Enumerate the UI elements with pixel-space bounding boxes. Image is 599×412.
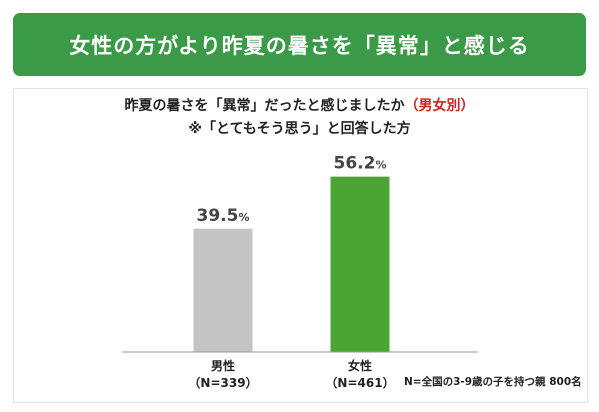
sample-footnote: N=全国の3-9歳の子を持つ親 800名 (404, 376, 582, 388)
sample-size-label: （N=339） (188, 375, 257, 390)
chart-title-main: 昨夏の暑さを「異常」だったと感じましたか (124, 98, 405, 114)
category-label: 男性 (211, 358, 235, 373)
bar-female (330, 176, 390, 352)
bar-male (193, 228, 253, 352)
category-label: 女性 (348, 358, 372, 373)
chart-panel (13, 88, 588, 403)
data-label: 56.2% (334, 154, 387, 174)
chart-title: 昨夏の暑さを「異常」だったと感じましたか（男女別） (0, 95, 599, 115)
chart-title-accent: （男女別） (404, 98, 475, 114)
header-banner: 女性の方がより昨夏の暑さを「異常」と感じる (13, 13, 586, 76)
chart-subtitle: ※「とてもそう思う」と回答した方 (188, 121, 411, 137)
page-title: 女性の方がより昨夏の暑さを「異常」と感じる (69, 33, 530, 58)
data-label: 39.5% (197, 206, 250, 226)
sample-size-label: （N=461） (325, 375, 394, 390)
